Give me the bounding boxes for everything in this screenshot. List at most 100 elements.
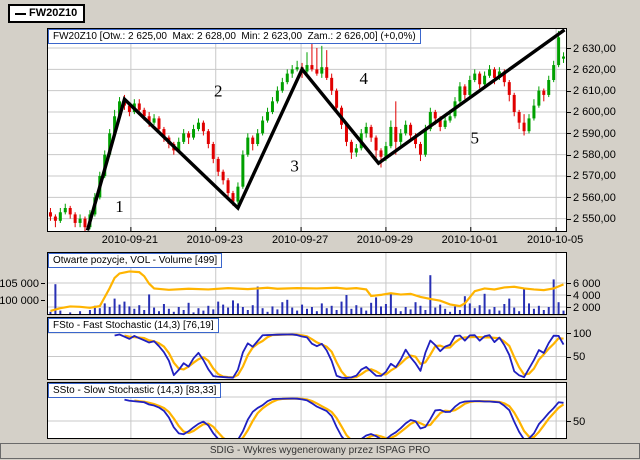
candle-body	[113, 116, 117, 134]
tick-mark-icon	[567, 175, 571, 177]
candle-body	[310, 65, 314, 70]
candle-body	[285, 73, 289, 83]
candle-body	[364, 126, 368, 134]
candle-body	[196, 122, 200, 130]
tick-mark-icon	[567, 356, 571, 358]
date-tick-label: 2010-09-21	[101, 234, 159, 246]
volume-bar	[532, 308, 535, 314]
candle-body	[216, 158, 220, 172]
axis-tick-label: 2 570,00	[567, 170, 616, 183]
candle-body	[211, 143, 215, 159]
volume-bar	[419, 305, 422, 314]
volume-bar	[271, 306, 274, 314]
candle-body	[241, 154, 245, 187]
candle-body	[201, 122, 205, 132]
volume-bar	[217, 301, 220, 314]
volume-bar	[503, 304, 506, 314]
candle-body	[177, 141, 181, 151]
tick-mark-icon	[567, 283, 571, 284]
candle-body	[463, 86, 467, 95]
volume-bar	[123, 301, 126, 314]
candle-body	[532, 105, 536, 119]
candle-body	[108, 133, 112, 155]
volume-bar	[251, 305, 254, 314]
volume-bar	[98, 308, 101, 314]
axis-tick-label: 2 550,00	[567, 213, 616, 226]
volume-bar	[192, 312, 195, 314]
volume-bar	[523, 289, 526, 314]
candle-body	[458, 86, 462, 102]
volume-bar	[296, 310, 299, 314]
volume-bar	[414, 302, 417, 314]
axis-tick-label: 2 630,00	[567, 42, 616, 55]
candle-body	[73, 214, 77, 223]
candle-body	[295, 67, 299, 70]
tick-mark-icon	[567, 111, 571, 113]
volume-bar	[463, 296, 466, 314]
volume-bar	[286, 299, 289, 314]
candle-body	[473, 73, 477, 80]
candle-body	[344, 124, 348, 142]
candle-body	[256, 133, 260, 144]
candle-body	[557, 37, 561, 66]
volume-bar	[227, 307, 230, 314]
candle-body	[315, 69, 319, 74]
candle-body	[483, 75, 487, 85]
volume-bar	[162, 304, 165, 314]
fast-stochastic-panel: FSto - Fast Stochastic (14,3) [76,19]	[47, 317, 567, 380]
tick-mark-icon	[567, 133, 571, 135]
tick-mark-icon	[567, 421, 571, 422]
volume-bar	[547, 307, 550, 314]
volume-bar	[340, 301, 343, 314]
volume-bar	[360, 307, 363, 314]
candle-body	[448, 116, 452, 121]
volume-bar	[315, 311, 318, 314]
candle-body	[384, 146, 388, 157]
volume-bar	[365, 310, 368, 314]
volume-bar	[148, 294, 151, 314]
candle-body	[231, 193, 235, 202]
volume-bar	[562, 310, 565, 314]
tick-mark-icon	[567, 90, 571, 92]
candle-body	[221, 171, 225, 181]
volume-bar	[59, 310, 62, 314]
candle-body	[266, 111, 270, 121]
slow-stochastic-title: SSto - Slow Stochastic (14,3) [83,33]	[48, 383, 222, 398]
candle-body	[537, 90, 541, 106]
volume-panel-title: Otwarte pozycje, VOL - Volume [499]	[48, 253, 223, 268]
candle-body	[251, 137, 255, 144]
volume-bar	[158, 311, 160, 314]
axis-tick-label: 2 610,00	[567, 85, 616, 98]
legend-symbol-label: FW20Z10	[29, 7, 78, 19]
volume-bar	[508, 298, 511, 314]
candle-body	[492, 69, 496, 78]
candle-body	[305, 65, 309, 72]
candle-body	[552, 65, 556, 80]
volume-bar	[241, 307, 244, 314]
volume-bar	[246, 310, 249, 314]
volume-bar	[498, 310, 501, 314]
candle-body	[78, 218, 82, 223]
candle-body	[399, 133, 403, 142]
price-chart-title: FW20Z10 [Otw.: 2 625,00 Max: 2 628,00 Mi…	[48, 29, 421, 44]
candle-body	[428, 111, 432, 130]
wave-number-label: 2	[214, 82, 223, 101]
volume-bar	[172, 311, 175, 314]
candle-body	[349, 141, 353, 153]
volume-bar	[394, 308, 397, 314]
volume-bar	[138, 305, 141, 314]
volume-bar	[256, 286, 259, 314]
date-tick-label: 2010-10-05	[526, 234, 584, 246]
volume-bar	[542, 310, 545, 314]
volume-bar	[325, 308, 328, 314]
volume-bar	[468, 303, 471, 314]
date-tick-label: 2010-09-27	[271, 234, 329, 246]
volume-bar	[236, 303, 239, 314]
date-tick-label: 2010-09-23	[186, 234, 243, 246]
candle-body	[433, 111, 437, 119]
axis-tick-label: 4 000	[567, 289, 601, 302]
volume-bar	[528, 303, 530, 314]
volume-bar	[557, 302, 560, 314]
axis-tick-label: 2 560,00	[567, 191, 616, 204]
candle-body	[502, 71, 506, 83]
